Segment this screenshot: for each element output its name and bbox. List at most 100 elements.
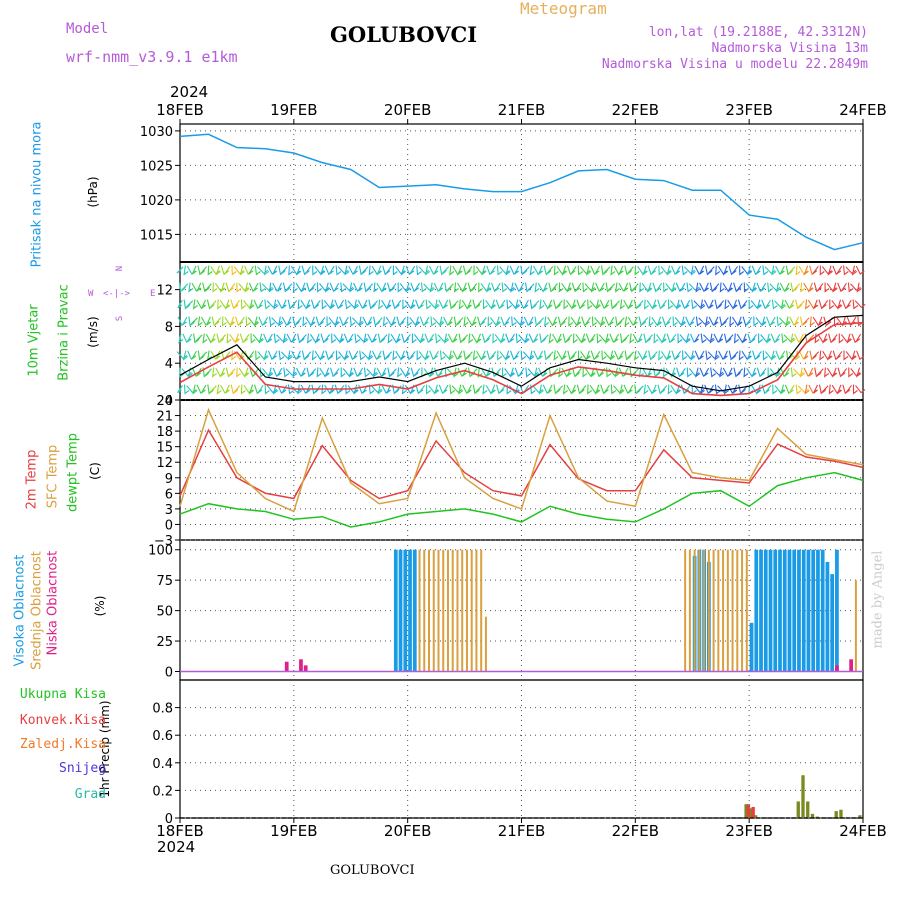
- wind-barb: [739, 265, 745, 276]
- x-tick-label-bottom: 21FEB: [498, 822, 545, 840]
- wind-barb: [542, 299, 552, 309]
- altitude-text: Nadmorska Visina 13m: [711, 41, 868, 56]
- high-cloud-bar: [835, 549, 839, 672]
- wind-barb: [736, 333, 747, 343]
- wind-barb: [713, 316, 719, 326]
- wind-barb: [708, 316, 718, 326]
- wind-barb: [285, 368, 297, 376]
- wind-barb: [723, 350, 728, 360]
- wind-barb: [715, 265, 721, 276]
- wind-barb: [363, 333, 369, 344]
- wind-barb: [209, 385, 217, 393]
- wind-barb: [186, 265, 197, 275]
- wind-barb: [774, 300, 786, 309]
- wind-barb: [419, 333, 426, 344]
- wind-barb: [710, 367, 717, 378]
- wind-barb: [206, 316, 211, 326]
- wind-speed-line: [179, 321, 864, 397]
- wind-barb: [217, 299, 223, 310]
- wind-barb: [819, 265, 825, 276]
- wind-barb: [541, 334, 549, 342]
- wind-barb: [741, 333, 748, 344]
- wind-barb: [743, 282, 749, 293]
- wind-barb: [231, 265, 237, 276]
- wind-barb: [651, 384, 657, 395]
- wind-barb: [400, 265, 407, 276]
- wind-barb: [268, 282, 274, 293]
- wind-barb: [532, 300, 540, 308]
- wind-barb: [765, 385, 772, 394]
- wind-barb: [546, 351, 554, 359]
- wind-barb: [316, 282, 322, 293]
- wind-barb: [520, 350, 527, 361]
- wind-barb: [561, 350, 567, 361]
- wind-barb: [714, 384, 721, 395]
- total-precip-bar: [815, 816, 819, 818]
- wind-barb: [790, 367, 797, 378]
- wind-barb: [577, 265, 584, 276]
- wind-barb: [603, 351, 615, 360]
- wind-barb: [505, 265, 511, 276]
- wind-barb: [409, 317, 420, 326]
- wind-barb: [490, 384, 496, 395]
- wind-barb: [831, 367, 838, 378]
- wind-barb: [755, 351, 762, 360]
- y-tick-label: 6: [165, 487, 173, 502]
- wind-barb: [377, 384, 383, 395]
- wind-barb: [405, 282, 411, 293]
- wind-barb: [257, 299, 264, 309]
- wind-barb: [803, 282, 813, 292]
- wind-barb: [195, 334, 203, 342]
- wind-barb: [362, 384, 368, 394]
- wind-barb: [253, 316, 260, 327]
- wind-barb: [852, 299, 859, 310]
- wind-barb: [342, 368, 354, 377]
- wind-barb: [411, 333, 417, 344]
- high-cloud-bar: [754, 549, 759, 672]
- wind-barb: [288, 265, 294, 276]
- wind-barb: [349, 316, 356, 327]
- wind-barb: [610, 384, 617, 395]
- wind-barb: [797, 300, 805, 308]
- sfc-temp-line: [179, 407, 864, 513]
- wind-barb: [845, 299, 852, 309]
- wind-barb: [413, 368, 421, 377]
- wind-barb: [712, 368, 724, 376]
- wind-barb: [482, 384, 488, 395]
- wind-barb: [643, 299, 649, 310]
- wind-barb: [453, 282, 459, 293]
- wind-barb: [798, 265, 809, 275]
- station-title: GOLUBOVCI: [330, 22, 478, 47]
- wind-barb: [807, 299, 818, 309]
- wind-barb: [780, 299, 786, 310]
- wind-barb: [533, 333, 539, 343]
- wind-barb: [264, 384, 270, 395]
- wind-barb: [627, 316, 638, 326]
- wind-barb: [465, 351, 473, 359]
- wind-barb: [347, 385, 358, 394]
- wind-barb: [589, 300, 600, 309]
- wind-barb: [366, 283, 374, 291]
- wind-barb: [766, 333, 772, 344]
- wind-barb: [594, 317, 605, 326]
- y-tick-label: −3: [154, 534, 173, 549]
- wind-barb: [527, 368, 539, 377]
- wind-barb: [729, 316, 735, 327]
- wind-barb: [278, 350, 285, 361]
- y-tick-label: 15: [156, 441, 173, 456]
- wind-barb: [509, 367, 516, 378]
- wind-barb: [494, 282, 501, 292]
- wind-barb: [575, 282, 582, 292]
- wind-barb: [324, 367, 330, 378]
- wind-barb: [210, 265, 221, 275]
- wind-barb: [353, 299, 360, 310]
- wind-barb: [267, 333, 273, 343]
- wind-barb: [381, 299, 391, 309]
- wind-barb: [748, 299, 754, 310]
- wind-barb: [643, 384, 649, 395]
- wind-barb: [176, 351, 188, 360]
- wind-barb: [613, 333, 619, 343]
- y-tick-label: 25: [156, 635, 173, 650]
- wind-barb: [252, 334, 264, 343]
- footer-station: GOLUBOVCI: [330, 863, 415, 878]
